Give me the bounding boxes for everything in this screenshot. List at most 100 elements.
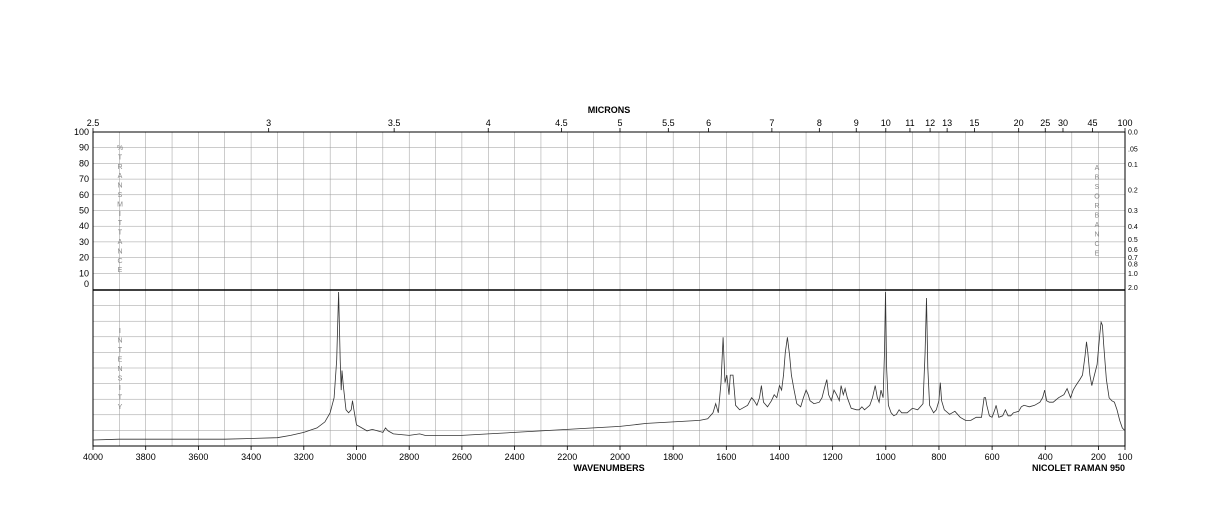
x-tick-label: 2800 <box>399 452 419 462</box>
vertical-label-letter: N <box>117 366 122 373</box>
x-tick-label: 2200 <box>557 452 577 462</box>
micron-tick-label: 15 <box>969 118 979 128</box>
x-tick-label: 2600 <box>452 452 472 462</box>
x-tick-label: 600 <box>985 452 1000 462</box>
micron-tick-label: 5.5 <box>662 118 675 128</box>
vertical-label-letter: T <box>118 347 123 354</box>
micron-tick-label: 9 <box>854 118 859 128</box>
vertical-label-letter: A <box>1095 222 1100 229</box>
absorbance-tick-label: 0.2 <box>1128 187 1138 194</box>
absorbance-tick-label: 0.4 <box>1128 224 1138 231</box>
plot-frame <box>92 131 1126 447</box>
vertical-label-letter: N <box>117 248 122 255</box>
microns-axis-title: MICRONS <box>588 105 631 115</box>
x-tick-label: 400 <box>1038 452 1053 462</box>
absorbance-tick-label: 2.0 <box>1128 285 1138 292</box>
vertical-label-letter: S <box>118 376 123 383</box>
x-tick-label: 3800 <box>136 452 156 462</box>
transmittance-axis-ticks: 100 90 80 70 60 50 40 30 20 100 <box>74 127 89 289</box>
transmittance-tick-label: 80 <box>79 158 89 168</box>
vertical-label-letter: T <box>118 395 123 402</box>
vertical-label-letter: N <box>117 338 122 345</box>
x-tick-label: 4000 <box>83 452 103 462</box>
absorbance-tick-label: 0.5 <box>1128 237 1138 244</box>
vertical-label-letter: S <box>1095 184 1100 191</box>
micron-tick-label: 10 <box>881 118 891 128</box>
x-axis-ticks: 4000 3800 3600 3400 3200 3000 2800 2600 2400 2200… <box>83 446 1133 462</box>
vertical-label-letter: B <box>1095 175 1100 182</box>
vertical-label-letter: I <box>119 211 121 218</box>
transmittance-tick-label: 60 <box>79 190 89 200</box>
micron-tick-label: 8 <box>817 118 822 128</box>
vertical-label-letter: T <box>118 230 123 237</box>
absorbance-tick-label: 0.8 <box>1128 262 1138 269</box>
x-tick-label: 3200 <box>294 452 314 462</box>
x-tick-label: 2000 <box>610 452 630 462</box>
absorbance-tick-label: 0.3 <box>1128 208 1138 215</box>
absorbance-axis-ticks: 0.0 .05 0.1 0.2 0.3 0.4 0.5 0.60.70.8 1.0 2.0 <box>1128 130 1138 292</box>
absorbance-tick-label: 0.1 <box>1128 162 1138 169</box>
micron-tick-label: 100 <box>1117 118 1132 128</box>
vertical-label-letter: % <box>117 145 123 152</box>
vertical-label-letter: B <box>1095 213 1100 220</box>
absorbance-tick-label: 0.6 <box>1128 247 1138 254</box>
x-tick-label: 100 <box>1117 452 1132 462</box>
vertical-label-letter: E <box>1095 251 1100 258</box>
vertical-label-letter: N <box>1094 232 1099 239</box>
absorbance-tick-label: .05 <box>1128 147 1138 154</box>
micron-tick-label: 6 <box>706 118 711 128</box>
transmittance-tick-label: 100 <box>74 127 89 137</box>
micron-tick-label: 3.5 <box>388 118 401 128</box>
lower-panel-grid <box>93 305 1125 431</box>
x-tick-label: 1800 <box>663 452 683 462</box>
vertical-label-letter: E <box>118 357 123 364</box>
micron-axis-ticks: 2.5 3 3.5 4 4.5 5 5.5 6 7 8 9 10 11 12 13 15 20 25 30 45 100 <box>87 118 1133 132</box>
x-tick-label: 1200 <box>823 452 843 462</box>
vertical-label-letter: O <box>1094 194 1100 201</box>
vertical-label-letter: M <box>117 201 123 208</box>
micron-tick-label: 13 <box>942 118 952 128</box>
micron-tick-label: 3 <box>266 118 271 128</box>
absorbance-tick-label: 1.0 <box>1128 271 1138 278</box>
vertical-label-letter: Y <box>118 404 123 411</box>
x-tick-label: 800 <box>931 452 946 462</box>
instrument-label: NICOLET RAMAN 950 <box>1032 463 1125 473</box>
micron-tick-label: 12 <box>925 118 935 128</box>
x-axis-title: WAVENUMBERS <box>573 463 644 473</box>
vertical-label-letter: R <box>117 164 122 171</box>
micron-tick-label: 5 <box>617 118 622 128</box>
vertical-label-letter: C <box>1094 241 1099 248</box>
micron-tick-label: 2.5 <box>87 118 100 128</box>
micron-tick-label: 30 <box>1058 118 1068 128</box>
micron-tick-label: 4.5 <box>555 118 568 128</box>
x-tick-label: 2400 <box>505 452 525 462</box>
absorbance-tick-label: 0.7 <box>1128 255 1138 262</box>
spectrum-line <box>92 291 1126 441</box>
x-tick-label: 1600 <box>716 452 736 462</box>
x-tick-label: 3600 <box>188 452 208 462</box>
x-tick-label: 1000 <box>876 452 896 462</box>
x-tick-label: 3400 <box>241 452 261 462</box>
transmittance-tick-label: 30 <box>79 237 89 247</box>
transmittance-tick-label: 70 <box>79 174 89 184</box>
micron-tick-label: 45 <box>1088 118 1098 128</box>
x-tick-label: 200 <box>1091 452 1106 462</box>
micron-tick-label: 11 <box>905 118 914 128</box>
x-tick-label: 3000 <box>346 452 366 462</box>
vertical-label-letter: S <box>118 192 123 199</box>
vertical-label-letter: I <box>119 328 121 335</box>
vertical-label-letter: T <box>118 220 123 227</box>
vertical-label-letter: E <box>118 267 123 274</box>
micron-tick-label: 20 <box>1014 118 1024 128</box>
transmittance-tick-label: 0 <box>84 279 89 289</box>
x-tick-label: 1400 <box>769 452 789 462</box>
vertical-label-letter: A <box>1095 165 1100 172</box>
transmittance-tick-label: 50 <box>79 206 89 216</box>
transmittance-tick-label: 40 <box>79 221 89 231</box>
transmittance-tick-label: 90 <box>79 143 89 153</box>
vertical-label-letter: A <box>118 239 123 246</box>
transmittance-tick-label: 20 <box>79 253 89 263</box>
